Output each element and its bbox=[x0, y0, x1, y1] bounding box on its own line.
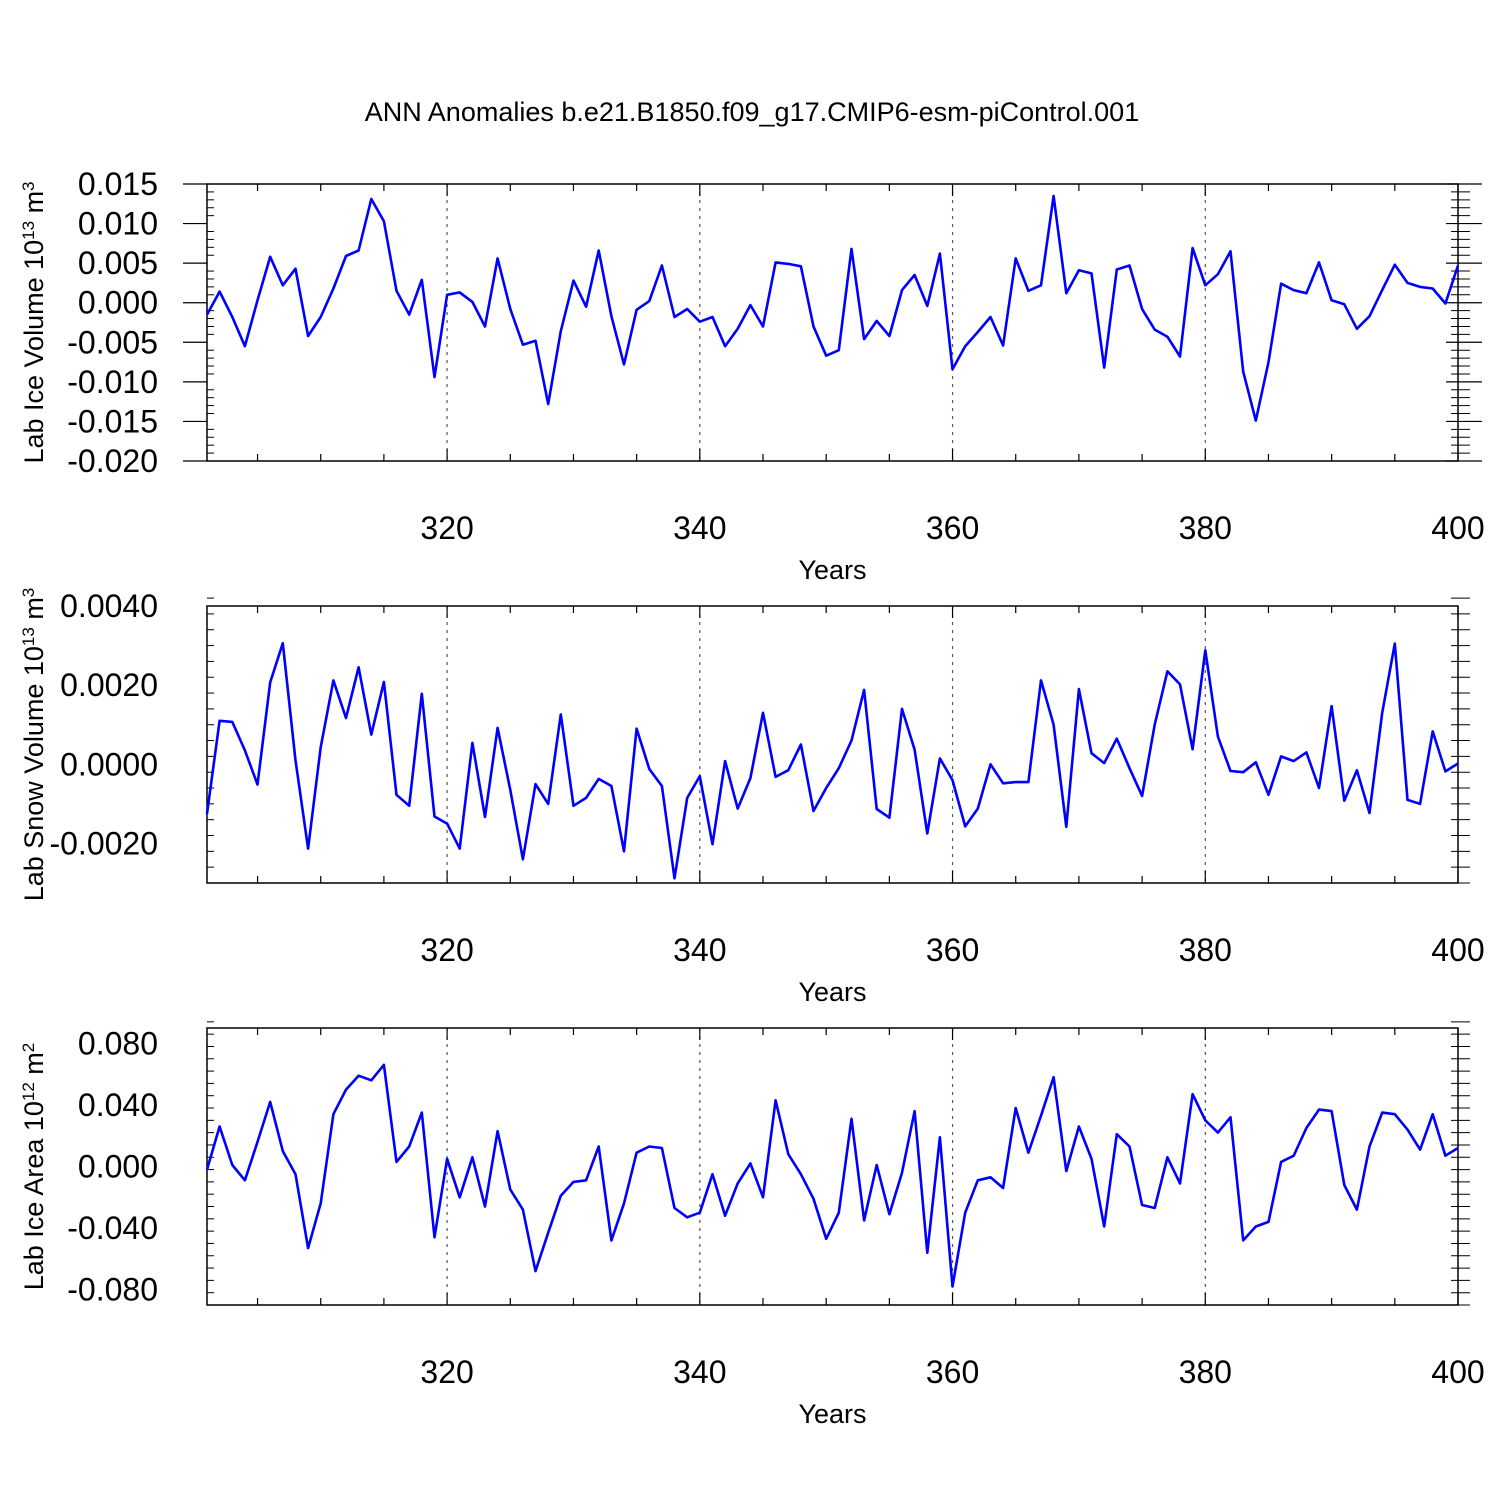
x-axis-label: Years bbox=[798, 555, 866, 585]
x-axis-label: Years bbox=[798, 977, 866, 1007]
y-tick-label: 0.010 bbox=[78, 206, 158, 242]
y-tick-label: 0.005 bbox=[78, 245, 158, 281]
x-tick-label: 380 bbox=[1179, 932, 1232, 968]
figure-title: ANN Anomalies b.e21.B1850.f09_g17.CMIP6-… bbox=[365, 97, 1139, 127]
x-tick-label: 400 bbox=[1431, 932, 1484, 968]
y-tick-label: 0.0040 bbox=[60, 588, 158, 624]
y-axis-label-superscript: 12 bbox=[19, 1082, 38, 1101]
y-axis-label: Lab Ice Area 1012 m2 bbox=[19, 1043, 50, 1291]
y-tick-label: 0.040 bbox=[78, 1087, 158, 1123]
series-line bbox=[205, 1063, 1459, 1288]
y-axis-label-superscript: 13 bbox=[19, 627, 38, 646]
x-tick-label: 400 bbox=[1431, 1354, 1484, 1390]
y-tick-label: 0.0020 bbox=[60, 667, 158, 703]
y-tick-label: 0.000 bbox=[78, 1149, 158, 1185]
y-tick-label: -0.015 bbox=[67, 403, 158, 439]
y-tick-label: -0.020 bbox=[67, 443, 158, 479]
y-tick-label: 0.015 bbox=[78, 166, 158, 202]
x-tick-label: 320 bbox=[420, 932, 473, 968]
x-tick-label: 400 bbox=[1431, 510, 1484, 546]
x-tick-label: 340 bbox=[673, 1354, 726, 1390]
plot-frame bbox=[206, 183, 1459, 462]
series-line bbox=[205, 194, 1460, 422]
y-tick-label: 0.080 bbox=[78, 1025, 158, 1061]
y-tick-label: -0.010 bbox=[67, 364, 158, 400]
y-axis-label-part: Lab Ice Volume 10 bbox=[19, 240, 49, 464]
y-axis-label: Lab Snow Volume 1013 m3 bbox=[19, 588, 50, 902]
x-tick-label: 380 bbox=[1179, 1354, 1232, 1390]
x-tick-label: 340 bbox=[673, 932, 726, 968]
x-tick-label: 340 bbox=[673, 510, 726, 546]
y-tick-label: -0.005 bbox=[67, 324, 158, 360]
panel-lab-snow-volume: -0.0020 0.0000 0.0020 0.0040 320 340 360 380 400… bbox=[19, 588, 1485, 1007]
y-tick-label: 0.000 bbox=[78, 285, 158, 321]
y-tick-label: -0.0020 bbox=[49, 825, 158, 861]
y-tick-label: -0.080 bbox=[67, 1272, 158, 1308]
y-tick-label: -0.040 bbox=[67, 1210, 158, 1246]
x-tick-label: 360 bbox=[926, 510, 979, 546]
y-axis-label-superscript: 13 bbox=[19, 221, 38, 240]
panel-lab-ice-area: -0.080 -0.040 0.000 0.040 0.080 320 340 360 380 4… bbox=[19, 1021, 1485, 1429]
x-tick-label: 360 bbox=[926, 932, 979, 968]
series-line bbox=[205, 641, 1459, 880]
x-tick-label: 320 bbox=[420, 1354, 473, 1390]
y-axis-label-part: m bbox=[19, 1052, 49, 1082]
y-tick-label: 0.0000 bbox=[60, 746, 158, 782]
x-tick-label: 380 bbox=[1179, 510, 1232, 546]
plot-frame bbox=[206, 605, 1459, 884]
y-axis-label-superscript: 3 bbox=[19, 181, 38, 190]
y-axis-label-part: Lab Ice Area 10 bbox=[19, 1101, 49, 1290]
y-axis-label-part: m bbox=[19, 191, 49, 221]
x-tick-label: 320 bbox=[420, 510, 473, 546]
y-axis-label-superscript: 2 bbox=[19, 1043, 38, 1052]
y-axis-label-superscript: 3 bbox=[19, 588, 38, 597]
y-axis-label-part: Lab Snow Volume 10 bbox=[19, 646, 49, 901]
y-axis-label: Lab Ice Volume 1013 m3 bbox=[19, 181, 50, 463]
x-axis-label: Years bbox=[798, 1399, 866, 1429]
x-tick-label: 360 bbox=[926, 1354, 979, 1390]
y-axis-label-part: m bbox=[19, 597, 49, 627]
